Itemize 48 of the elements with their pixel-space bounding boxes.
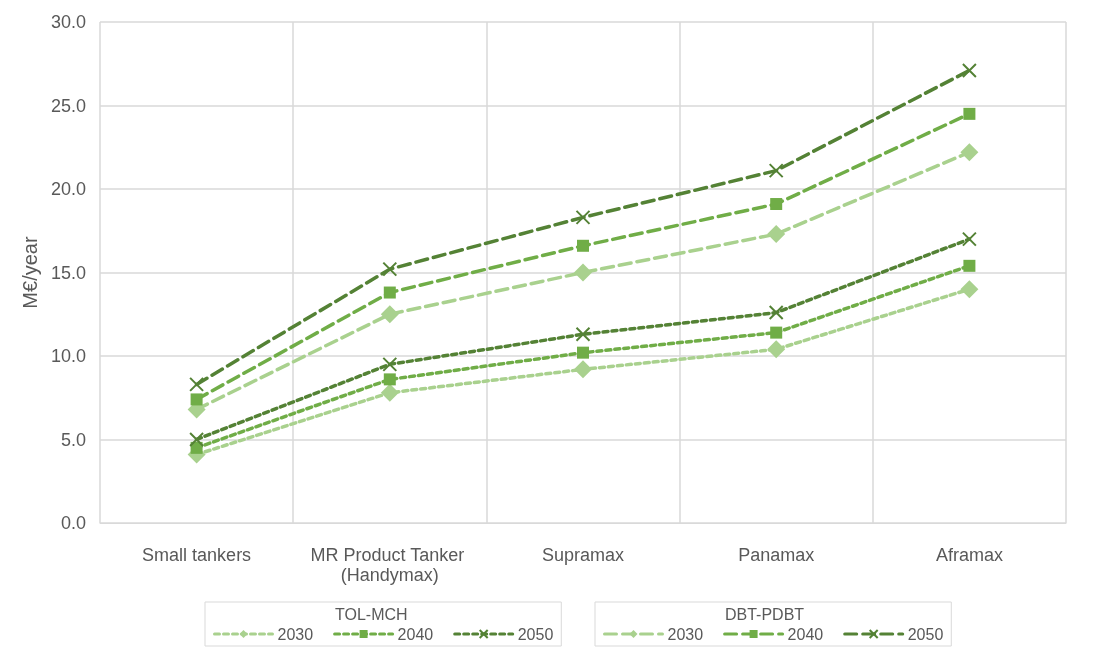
point: [963, 259, 976, 272]
point: [574, 360, 592, 379]
x-tick-label: Panamax: [738, 545, 815, 565]
point: [575, 326, 591, 342]
text: DBT-PDBT: [725, 605, 805, 623]
point: [961, 62, 977, 78]
text: TOL-MCH: [335, 605, 408, 623]
point: [768, 163, 784, 179]
point: [189, 432, 205, 447]
y-tick-label: 30.0: [50, 12, 86, 32]
point: [190, 393, 203, 406]
point: [382, 261, 398, 277]
legend-label: 2030: [277, 625, 314, 643]
point: [575, 209, 591, 225]
point: [963, 107, 976, 120]
x-tick-label: Small tankers: [142, 545, 252, 565]
legend-label: 2030: [667, 625, 704, 643]
legend-label: 2050: [907, 625, 944, 643]
point: [380, 305, 399, 324]
point: [577, 239, 589, 252]
y-tick-label: 25.0: [50, 95, 86, 116]
y-tick-label: 15.0: [50, 262, 86, 283]
legend-label: 2050: [517, 625, 554, 643]
point: [770, 326, 783, 339]
point: [768, 305, 784, 321]
point: [577, 346, 589, 359]
y-tick-label: 0.0: [60, 513, 86, 533]
y-tick-label: 10.0: [50, 346, 86, 366]
point: [770, 198, 783, 211]
point: [767, 340, 786, 359]
y-tick-label: 20.0: [50, 179, 86, 199]
point: [383, 286, 396, 299]
x-tick-label: MR Product Tanker (Handymax): [310, 545, 470, 585]
point: [380, 383, 399, 402]
point: [574, 263, 592, 282]
y-tick-label: 5.0: [60, 429, 86, 450]
legend-label: 2040: [787, 625, 824, 643]
y-axis-title: M€/year: [19, 236, 42, 309]
point: [961, 231, 977, 247]
point: [767, 225, 786, 244]
point: [960, 280, 979, 299]
legend-label: 2040: [397, 625, 434, 643]
point: [189, 376, 205, 392]
point: [383, 373, 396, 386]
point: [960, 143, 979, 162]
point: [382, 356, 398, 372]
x-tick-label: Aframax: [935, 545, 1003, 565]
x-tick-label: Supramax: [541, 545, 625, 565]
